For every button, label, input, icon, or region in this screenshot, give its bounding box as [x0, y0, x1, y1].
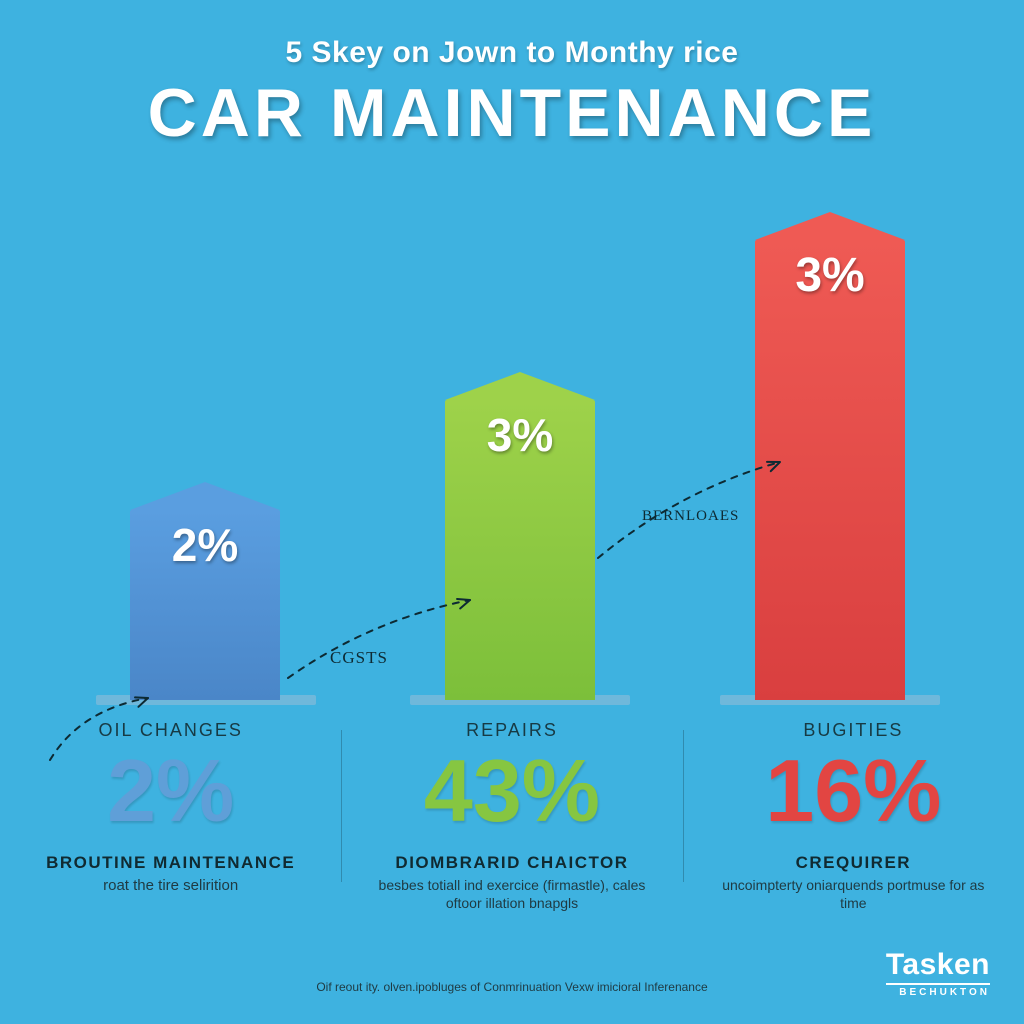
bar-0: 2%: [130, 510, 280, 700]
bar-body: 3%: [755, 240, 905, 700]
column-big-percent: 43%: [371, 747, 652, 835]
column-subtext: uncoimpterty oniarquends portmuse for as…: [713, 877, 994, 912]
bar-arrow-tip: [130, 482, 280, 510]
brand-sub: BECHUKTON: [886, 983, 990, 998]
brand-main: Tasken: [886, 950, 990, 980]
bar-arrow-tip: [445, 372, 595, 400]
column-category-label: BUGITIES: [713, 720, 994, 741]
bar-value-label: 2%: [130, 518, 280, 572]
bar-arrow-tip: [755, 212, 905, 240]
column-category-label: REPAIRS: [371, 720, 652, 741]
bar-body: 2%: [130, 510, 280, 700]
column-2: BUGITIES 16% CREQUIRER uncoimpterty oniarqu…: [683, 720, 1024, 912]
column-big-percent: 2%: [30, 747, 311, 835]
bar-2: 3%: [755, 240, 905, 700]
infographic-canvas: 5 Skey on Jown to Monthy rice CAR MAINTE…: [0, 0, 1024, 1024]
column-1: REPAIRS 43% DIOMBRARID CHAICTOR besbes toti…: [341, 720, 682, 912]
bar-1: 3%: [445, 400, 595, 700]
footnote: Oif reout ity. olven.ipobluges of Conmri…: [0, 980, 1024, 994]
header: 5 Skey on Jown to Monthy rice CAR MAINTE…: [0, 0, 1024, 152]
bar-chart: 2% 3% 3% CGSTS BERNLOAES: [0, 220, 1024, 700]
column-category-label: OIL CHANGES: [30, 720, 311, 741]
column-big-percent: 16%: [713, 747, 994, 835]
bar-value-label: 3%: [755, 248, 905, 303]
column-heading: BROUTINE MAINTENANCE: [30, 853, 311, 873]
trend-label-0: CGSTS: [330, 648, 388, 668]
columns-row: OIL CHANGES 2% BROUTINE MAINTENANCE roat th…: [0, 720, 1024, 912]
brand-logo: Tasken BECHUKTON: [886, 950, 990, 998]
bar-value-label: 3%: [445, 408, 595, 462]
bar-body: 3%: [445, 400, 595, 700]
column-subtext: besbes totiall ind exercice (firmastle),…: [371, 877, 652, 912]
header-subtitle: 5 Skey on Jown to Monthy rice: [0, 36, 1024, 70]
column-heading: DIOMBRARID CHAICTOR: [371, 853, 652, 873]
header-title: CAR MAINTENANCE: [0, 74, 1024, 152]
column-0: OIL CHANGES 2% BROUTINE MAINTENANCE roat th…: [0, 720, 341, 912]
trend-label-1: BERNLOAES: [642, 508, 739, 525]
column-subtext: roat the tire selirition: [30, 877, 311, 896]
column-heading: CREQUIRER: [713, 853, 994, 873]
